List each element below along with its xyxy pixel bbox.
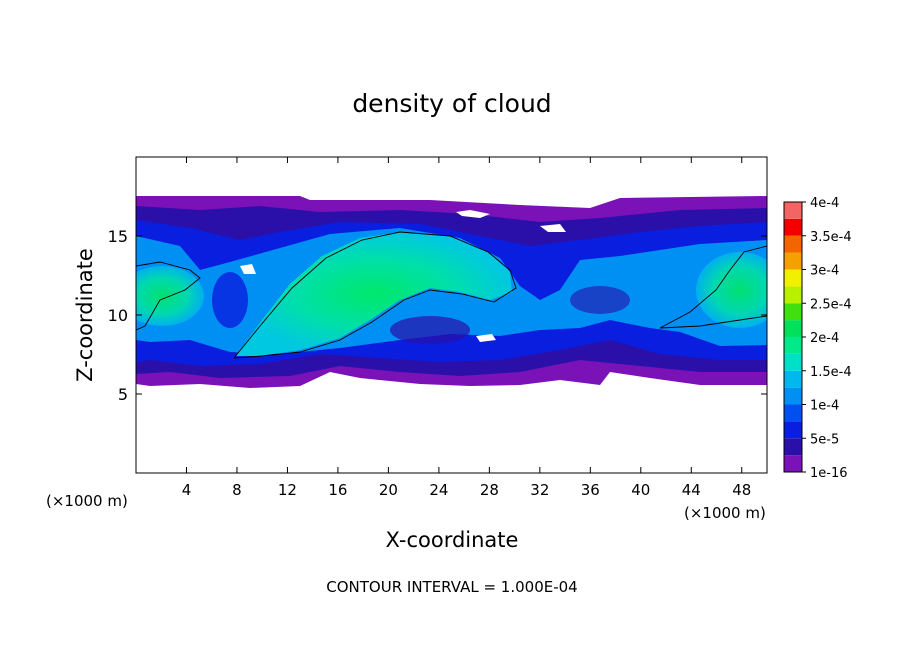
colorbar-label: 3e-4 — [810, 264, 839, 279]
colorbar-swatch — [784, 320, 802, 337]
x-tick-label: 32 — [530, 481, 549, 499]
x-unit-left: (×1000 m) — [46, 492, 128, 510]
x-axis-title: X-coordinate — [386, 528, 519, 552]
y-axis-title: Z-coordinate — [73, 248, 97, 382]
cloud-void — [540, 224, 566, 232]
colorbar-swatch — [784, 303, 802, 321]
colorbar-swatch — [784, 353, 802, 371]
colorbar-swatch — [784, 438, 802, 456]
cloud-core-right — [696, 252, 767, 328]
x-tick-label: 40 — [631, 481, 650, 499]
x-tick-label: 12 — [278, 481, 297, 499]
y-tick-label: 15 — [108, 227, 128, 246]
colorbar-label: 4e-4 — [810, 196, 839, 211]
cloud-field — [136, 196, 767, 388]
colorbar-label: 5e-5 — [810, 432, 839, 447]
x-tick-label: 24 — [429, 481, 448, 499]
cloud-void — [476, 334, 496, 342]
x-tick-label: 28 — [480, 481, 499, 499]
y-axis-ticks: 5 10 15 — [108, 227, 767, 404]
x-tick-label: 8 — [232, 481, 242, 499]
colorbar-label: 1e-16 — [810, 466, 848, 481]
colorbar-label: 2e-4 — [810, 331, 839, 346]
colorbar-swatch — [784, 337, 802, 354]
colorbar-label: 1e-4 — [810, 399, 839, 414]
x-unit-right: (×1000 m) — [684, 504, 766, 522]
chart-title: density of cloud — [352, 89, 551, 118]
x-tick-label: 20 — [379, 481, 398, 499]
cloud-void — [240, 264, 256, 274]
cloud-core-left — [136, 266, 204, 326]
colorbar-swatch — [784, 286, 802, 304]
y-tick-label: 5 — [118, 385, 128, 404]
contour-line — [233, 231, 517, 359]
x-axis-ticks: 4 8 12 16 20 24 28 32 36 40 44 48 — [182, 157, 751, 499]
colorbar-swatch — [784, 252, 802, 270]
colorbar-swatch — [784, 387, 802, 405]
contour-interval-footer: CONTOUR INTERVAL = 1.000E-04 — [326, 578, 577, 596]
x-tick-label: 48 — [732, 481, 751, 499]
colorbar-swatch — [784, 370, 802, 388]
colorbar-swatch — [784, 269, 802, 287]
colorbar-label: 1.5e-4 — [810, 365, 852, 380]
colorbar-label: 3.5e-4 — [810, 230, 852, 245]
colorbar-label: 2.5e-4 — [810, 297, 852, 312]
x-tick-label: 36 — [581, 481, 600, 499]
colorbar-swatch — [784, 218, 802, 236]
x-tick-label: 16 — [328, 481, 347, 499]
cloud-pocket — [390, 316, 470, 344]
colorbar-swatch — [784, 421, 802, 439]
cloud-pocket — [212, 272, 248, 328]
cloud-pocket — [570, 286, 630, 314]
colorbar-swatch — [784, 202, 802, 219]
x-tick-label: 4 — [182, 481, 192, 499]
cloud-void — [456, 210, 490, 218]
colorbar-swatch — [784, 404, 802, 422]
x-tick-label: 44 — [682, 481, 701, 499]
colorbar-swatch — [784, 235, 802, 253]
colorbar-swatch — [784, 455, 802, 472]
y-tick-label: 10 — [108, 306, 128, 325]
colorbar: 1e-16 5e-5 1e-4 1.5e-4 2e-4 2.5e-4 3e-4 3.5e-4 4… — [783, 196, 852, 481]
cloud-core-center — [236, 232, 512, 356]
contour-line — [659, 245, 767, 329]
contour-line — [136, 261, 201, 331]
